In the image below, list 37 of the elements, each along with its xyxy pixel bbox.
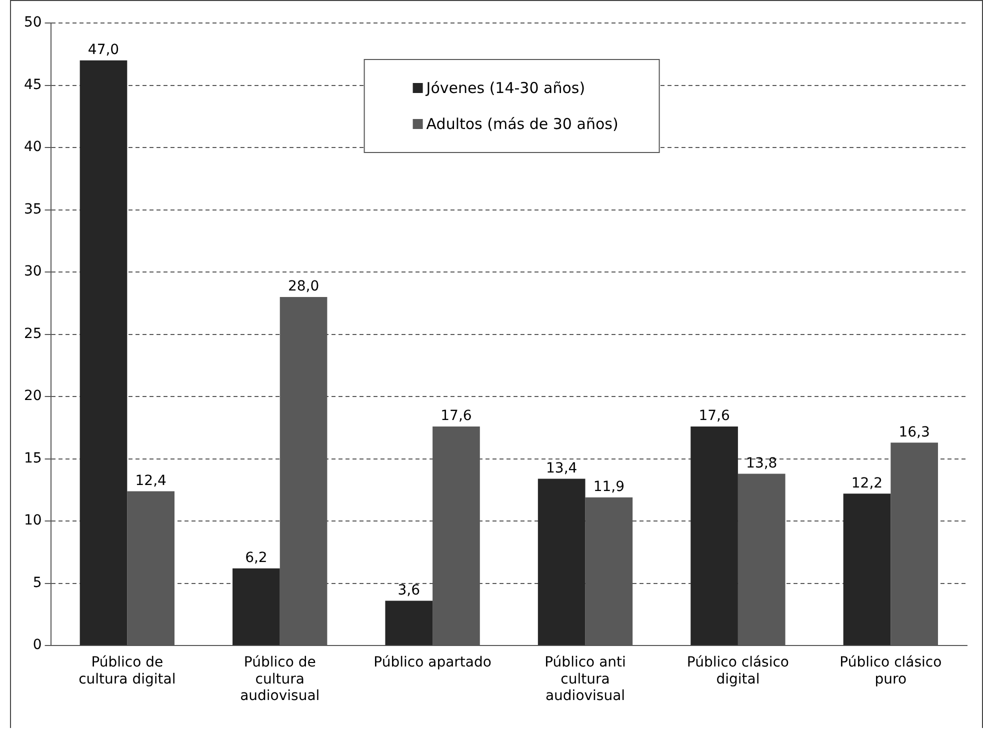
y-tick-label: 40 [24, 139, 42, 156]
y-tick-label: 10 [24, 512, 42, 529]
data-label: 17,6 [698, 408, 730, 424]
bar [385, 600, 433, 646]
x-tick-label: Público de cultura audiovisual [240, 654, 320, 704]
data-label: 16,3 [898, 424, 930, 440]
data-label: 6,2 [245, 550, 268, 566]
data-label: 13,8 [746, 455, 778, 472]
y-tick-label: 45 [24, 76, 42, 93]
y-tick-label: 20 [24, 388, 42, 404]
bar [232, 568, 280, 646]
y-tick-label: 35 [24, 201, 42, 218]
data-label: 28,0 [288, 278, 320, 295]
bar [690, 426, 738, 646]
bar [843, 494, 891, 646]
x-tick-label: Público clásico puro [840, 654, 942, 688]
x-tick-label: Público de cultura digital [78, 654, 176, 688]
data-label: 3,6 [398, 582, 420, 598]
legend-label: Jóvenes (14-30 años) [424, 78, 586, 99]
data-label: 47,0 [88, 42, 120, 58]
bar [80, 60, 128, 646]
y-tick-label: 25 [24, 326, 42, 342]
y-tick-label: 0 [32, 637, 42, 654]
x-tick-label: Público apartado [374, 654, 492, 671]
data-label: 12,4 [135, 472, 167, 489]
y-tick-label: 30 [24, 264, 42, 280]
y-tick-label: 5 [32, 574, 42, 591]
data-label: 13,4 [546, 460, 578, 476]
data-label: 17,6 [440, 408, 472, 424]
legend-label: Adultos (más de 30 años) [425, 114, 618, 135]
data-label: 12,2 [851, 475, 883, 492]
y-tick-label: 50 [24, 14, 42, 31]
x-tick-label: Público anti cultura audiovisual [544, 654, 626, 704]
y-tick-label: 15 [24, 450, 42, 466]
data-label: 11,9 [593, 479, 625, 496]
bar [538, 478, 586, 646]
x-tick-label: Público clásico digital [686, 654, 789, 688]
